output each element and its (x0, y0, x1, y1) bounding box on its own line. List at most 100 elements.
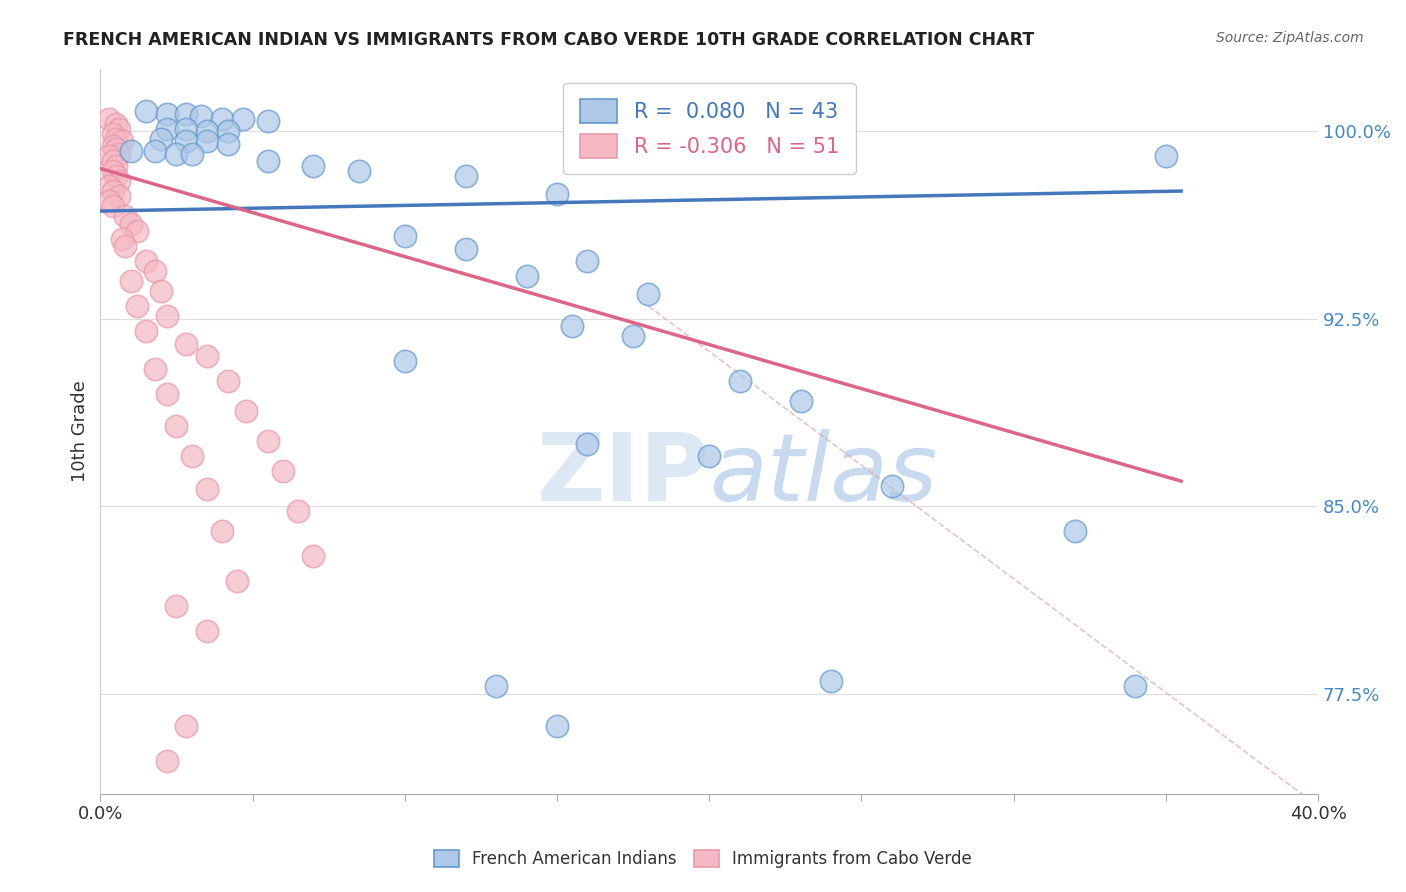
Point (114, 209, 136, 223)
Point (789, 394, 811, 409)
Point (174, 336, 197, 351)
Legend: French American Indians, Immigrants from Cabo Verde: French American Indians, Immigrants from… (427, 843, 979, 875)
Y-axis label: 10th Grade: 10th Grade (72, 380, 89, 482)
Point (135, 324, 157, 338)
Point (135, 103, 157, 118)
Point (120, 144, 142, 158)
Point (546, 719, 568, 733)
Point (101, 199, 124, 213)
Point (217, 124, 239, 138)
Point (1154, 149, 1177, 163)
Point (880, 479, 903, 493)
Point (111, 231, 134, 245)
Point (235, 404, 257, 418)
Point (143, 361, 166, 376)
Point (256, 114, 278, 128)
Point (156, 754, 179, 768)
Point (195, 124, 218, 138)
Point (454, 242, 477, 256)
Text: atlas: atlas (709, 429, 938, 520)
Point (576, 254, 599, 268)
Point (156, 121, 179, 136)
Point (166, 599, 188, 614)
Point (98, 179, 121, 194)
Point (101, 164, 124, 178)
Point (114, 239, 136, 253)
Point (287, 504, 309, 518)
Text: Source: ZipAtlas.com: Source: ZipAtlas.com (1216, 31, 1364, 45)
Point (174, 106, 197, 120)
Point (107, 174, 129, 188)
Point (174, 719, 197, 733)
Point (125, 299, 148, 313)
Point (226, 574, 249, 588)
Point (195, 349, 218, 363)
Point (135, 254, 157, 268)
Point (111, 134, 134, 148)
Point (104, 116, 127, 130)
Point (271, 464, 294, 478)
Point (454, 169, 477, 183)
Point (697, 449, 720, 463)
Point (107, 121, 129, 136)
Point (195, 624, 218, 639)
Point (211, 112, 233, 126)
Point (104, 159, 127, 173)
Point (107, 189, 129, 203)
Point (728, 374, 751, 388)
Point (104, 142, 127, 156)
Point (101, 154, 124, 169)
Point (125, 224, 148, 238)
Point (637, 286, 659, 301)
Point (546, 186, 568, 201)
Point (394, 354, 416, 368)
Point (820, 674, 842, 689)
Text: FRENCH AMERICAN INDIAN VS IMMIGRANTS FROM CABO VERDE 10TH GRADE CORRELATION CHAR: FRENCH AMERICAN INDIAN VS IMMIGRANTS FRO… (63, 31, 1035, 49)
Point (98, 112, 121, 126)
Point (166, 419, 188, 434)
Point (174, 121, 197, 136)
Point (195, 134, 218, 148)
Point (347, 164, 370, 178)
Point (256, 434, 278, 449)
Point (101, 184, 124, 198)
Point (1063, 524, 1085, 538)
Point (1125, 679, 1147, 693)
Point (107, 146, 129, 161)
Point (156, 106, 179, 120)
Point (120, 274, 142, 288)
Point (195, 482, 218, 496)
Text: ZIP: ZIP (536, 429, 709, 521)
Point (150, 284, 173, 298)
Point (190, 109, 212, 123)
Point (120, 217, 142, 231)
Point (256, 154, 278, 169)
Point (143, 144, 166, 158)
Point (156, 386, 179, 401)
Point (302, 159, 325, 173)
Point (485, 679, 508, 693)
Point (150, 131, 173, 145)
Point (232, 112, 254, 126)
Point (394, 229, 416, 244)
Point (211, 524, 233, 538)
Point (174, 134, 197, 148)
Point (104, 169, 127, 183)
Point (104, 131, 127, 145)
Point (217, 136, 239, 151)
Point (101, 127, 124, 141)
Point (143, 264, 166, 278)
Point (302, 549, 325, 563)
Point (180, 146, 202, 161)
Point (98, 194, 121, 208)
Point (217, 374, 239, 388)
Point (516, 268, 538, 283)
Point (561, 319, 583, 334)
Point (166, 146, 188, 161)
Point (621, 329, 644, 343)
Legend: R =  0.080   N = 43, R = -0.306   N = 51: R = 0.080 N = 43, R = -0.306 N = 51 (562, 83, 856, 175)
Point (180, 449, 202, 463)
Point (156, 309, 179, 323)
Point (101, 139, 124, 153)
Point (98, 149, 121, 163)
